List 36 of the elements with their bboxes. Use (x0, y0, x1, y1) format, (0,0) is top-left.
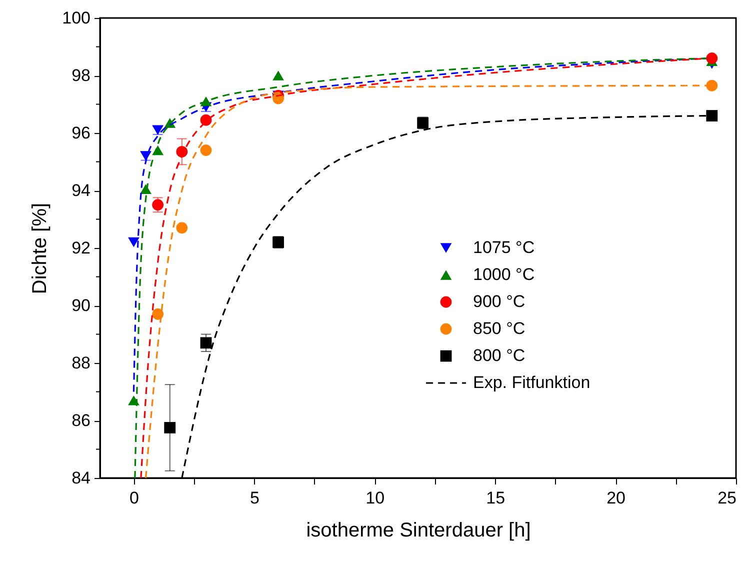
y-tick-label: 96 (72, 124, 90, 142)
y-axis-title: Dichte [%] (29, 202, 52, 294)
y-tick-label: 84 (72, 468, 90, 488)
point (200, 337, 212, 349)
x-axis-title: isotherme Sinterdauer [h] (306, 520, 531, 542)
y-tick-label: 100 (62, 8, 90, 28)
point (176, 146, 188, 158)
point (152, 308, 164, 320)
y-tick-label: 88 (72, 354, 90, 372)
point (200, 96, 212, 106)
point (706, 52, 718, 64)
point (200, 144, 212, 156)
x-tick-label: 0 (129, 488, 139, 508)
legend-label: 850 °C (473, 319, 526, 338)
point (706, 110, 718, 122)
x-tick-label: 5 (250, 488, 260, 508)
y-tick-label: 86 (72, 411, 90, 430)
x-tick-label: 20 (606, 488, 626, 508)
point (164, 422, 176, 434)
x-tick-label: 15 (486, 488, 506, 508)
y-tick-label: 90 (72, 296, 90, 315)
legend-label: 1000 °C (473, 265, 535, 284)
point (272, 70, 284, 80)
point (128, 395, 140, 406)
x-tick-label: 10 (366, 488, 385, 508)
point (706, 80, 718, 92)
legend-label: 900 °C (473, 292, 526, 311)
legend-label: 1075 °C (473, 238, 535, 257)
point (128, 237, 140, 248)
legend-label: 800 °C (473, 346, 526, 365)
y-tick-label: 98 (72, 66, 90, 85)
y-tick-label: 92 (72, 238, 90, 258)
x-tick-label: 25 (718, 488, 736, 508)
point (176, 222, 188, 234)
y-tick-label: 94 (72, 181, 90, 200)
legend-label: Exp. Fitfunktion (473, 373, 590, 392)
